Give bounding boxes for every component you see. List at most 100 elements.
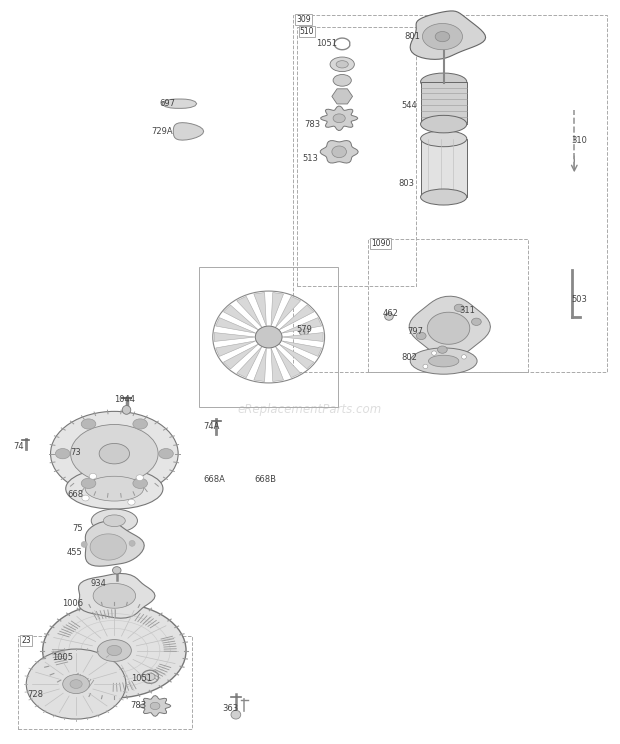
Text: 513: 513 — [303, 154, 319, 163]
Polygon shape — [237, 296, 262, 327]
Ellipse shape — [333, 114, 345, 123]
Text: 503: 503 — [571, 295, 587, 304]
Text: 74A: 74A — [203, 422, 220, 432]
Text: 73: 73 — [70, 448, 81, 457]
Ellipse shape — [63, 675, 89, 693]
Ellipse shape — [133, 478, 148, 489]
Text: 668: 668 — [67, 490, 83, 499]
Ellipse shape — [428, 355, 459, 367]
Polygon shape — [254, 292, 267, 327]
Text: 363: 363 — [222, 705, 238, 713]
Bar — [420, 82, 467, 124]
Polygon shape — [271, 347, 283, 382]
Polygon shape — [215, 333, 255, 341]
Text: 803: 803 — [398, 179, 414, 188]
Ellipse shape — [438, 346, 447, 353]
Polygon shape — [410, 11, 485, 60]
Ellipse shape — [129, 540, 135, 546]
Text: 23: 23 — [21, 636, 31, 645]
Ellipse shape — [66, 468, 163, 509]
Text: 728: 728 — [27, 690, 43, 699]
Ellipse shape — [81, 419, 96, 429]
Polygon shape — [237, 347, 262, 378]
Ellipse shape — [122, 405, 131, 414]
Polygon shape — [254, 347, 267, 382]
Polygon shape — [321, 141, 358, 163]
Ellipse shape — [423, 365, 428, 368]
Polygon shape — [279, 305, 314, 330]
Ellipse shape — [417, 333, 426, 339]
Ellipse shape — [104, 515, 125, 527]
Bar — [200, 267, 338, 407]
Text: 1090: 1090 — [371, 240, 390, 248]
Polygon shape — [223, 305, 259, 330]
Polygon shape — [281, 341, 322, 356]
Ellipse shape — [435, 31, 449, 42]
Ellipse shape — [70, 680, 82, 688]
Text: 797: 797 — [407, 327, 423, 336]
Polygon shape — [281, 318, 322, 333]
Ellipse shape — [128, 499, 135, 505]
Polygon shape — [223, 344, 259, 369]
Ellipse shape — [336, 61, 348, 68]
Ellipse shape — [332, 146, 347, 158]
Polygon shape — [216, 318, 256, 333]
Ellipse shape — [420, 115, 467, 133]
Ellipse shape — [71, 425, 158, 483]
Polygon shape — [279, 344, 314, 369]
Text: 668B: 668B — [254, 475, 276, 484]
Ellipse shape — [145, 673, 155, 681]
Polygon shape — [162, 99, 197, 109]
Text: 802: 802 — [401, 353, 417, 362]
Polygon shape — [275, 347, 301, 378]
Ellipse shape — [51, 411, 178, 496]
Text: 1051: 1051 — [131, 674, 152, 683]
Text: 544: 544 — [401, 101, 417, 110]
Ellipse shape — [133, 419, 148, 429]
Bar — [420, 138, 467, 197]
Text: 1051: 1051 — [316, 39, 337, 48]
Ellipse shape — [420, 131, 467, 147]
Text: 510: 510 — [299, 27, 314, 36]
Ellipse shape — [91, 509, 138, 533]
Polygon shape — [79, 574, 155, 618]
Ellipse shape — [81, 542, 87, 548]
Ellipse shape — [85, 476, 143, 501]
Polygon shape — [216, 341, 256, 356]
Ellipse shape — [432, 351, 436, 356]
Polygon shape — [93, 583, 136, 609]
Ellipse shape — [81, 478, 96, 489]
Polygon shape — [409, 296, 490, 357]
Ellipse shape — [43, 603, 186, 698]
Ellipse shape — [26, 649, 126, 719]
Bar — [19, 636, 192, 729]
Polygon shape — [321, 106, 358, 130]
Polygon shape — [422, 24, 463, 50]
Polygon shape — [86, 522, 144, 566]
Ellipse shape — [454, 304, 464, 312]
Ellipse shape — [107, 645, 122, 655]
Text: 783: 783 — [131, 702, 147, 711]
Text: 311: 311 — [459, 307, 475, 315]
Text: 462: 462 — [383, 310, 399, 318]
Ellipse shape — [255, 326, 282, 348]
Polygon shape — [140, 696, 171, 716]
Text: 75: 75 — [72, 524, 82, 533]
Ellipse shape — [330, 57, 355, 71]
Polygon shape — [173, 123, 203, 140]
Text: 1044: 1044 — [114, 395, 135, 404]
Polygon shape — [271, 292, 283, 327]
Text: 310: 310 — [571, 135, 587, 144]
Text: 1006: 1006 — [62, 600, 83, 609]
Ellipse shape — [299, 327, 309, 336]
Ellipse shape — [333, 74, 352, 86]
Text: 729A: 729A — [151, 127, 172, 136]
Ellipse shape — [136, 475, 143, 481]
Ellipse shape — [472, 318, 481, 325]
Polygon shape — [275, 296, 301, 327]
Ellipse shape — [89, 473, 97, 479]
Ellipse shape — [99, 443, 130, 464]
Text: 579: 579 — [296, 325, 312, 334]
Ellipse shape — [461, 355, 466, 359]
Ellipse shape — [420, 189, 467, 205]
